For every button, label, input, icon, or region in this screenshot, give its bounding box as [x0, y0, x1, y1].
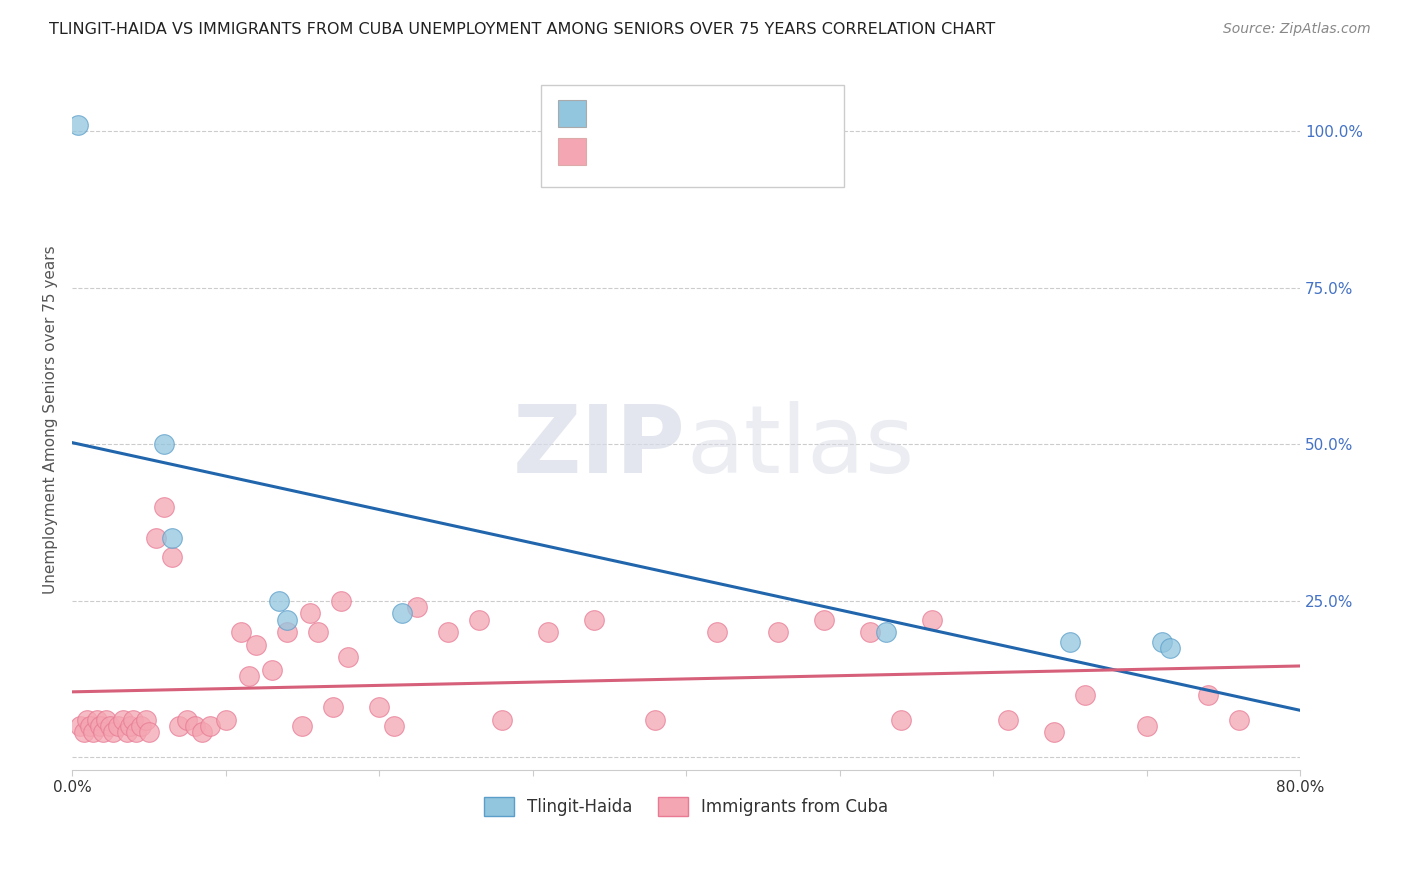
- Point: [73, 725, 96, 739]
- Text: N =: N =: [717, 143, 765, 161]
- Y-axis label: Unemployment Among Seniors over 75 years: Unemployment Among Seniors over 75 years: [44, 245, 58, 593]
- Point: [875, 625, 897, 640]
- Text: -0.244: -0.244: [643, 104, 702, 122]
- Point: [1135, 719, 1157, 733]
- Point: [145, 531, 167, 545]
- Point: [859, 625, 882, 640]
- Point: [468, 613, 491, 627]
- Point: [391, 607, 413, 621]
- Point: [176, 713, 198, 727]
- Point: [76, 713, 98, 727]
- Point: [260, 663, 283, 677]
- Point: [138, 725, 160, 739]
- Point: [245, 638, 267, 652]
- Point: [94, 713, 117, 727]
- Text: N =: N =: [717, 104, 765, 122]
- Text: -0.116: -0.116: [643, 143, 702, 161]
- Text: Source: ZipAtlas.com: Source: ZipAtlas.com: [1223, 22, 1371, 37]
- Point: [86, 713, 108, 727]
- Point: [298, 607, 321, 621]
- Point: [69, 719, 91, 733]
- Point: [107, 719, 129, 733]
- Point: [329, 594, 352, 608]
- Point: [890, 713, 912, 727]
- Point: [1059, 634, 1081, 648]
- Point: [160, 531, 183, 545]
- Point: [169, 719, 191, 733]
- Text: 61: 61: [766, 143, 789, 161]
- Point: [766, 625, 789, 640]
- Point: [644, 713, 666, 727]
- Point: [997, 713, 1019, 727]
- Point: [291, 719, 314, 733]
- Point: [491, 713, 513, 727]
- Point: [437, 625, 460, 640]
- Text: atlas: atlas: [686, 401, 914, 493]
- Point: [406, 600, 429, 615]
- Point: [198, 719, 221, 733]
- Point: [382, 719, 405, 733]
- Text: R =: R =: [598, 104, 634, 122]
- Point: [83, 725, 105, 739]
- Point: [307, 625, 329, 640]
- Point: [337, 650, 360, 665]
- Point: [103, 725, 125, 739]
- Point: [67, 118, 90, 132]
- Point: [153, 500, 176, 514]
- Point: [125, 725, 148, 739]
- Point: [79, 719, 101, 733]
- Point: [89, 719, 111, 733]
- Point: [582, 613, 605, 627]
- Point: [100, 719, 122, 733]
- Point: [368, 700, 391, 714]
- Text: 11: 11: [766, 104, 789, 122]
- Point: [537, 625, 560, 640]
- Point: [111, 713, 134, 727]
- Point: [238, 669, 260, 683]
- Point: [1150, 634, 1173, 648]
- Point: [1159, 640, 1181, 655]
- Point: [214, 713, 236, 727]
- Point: [153, 437, 176, 451]
- Point: [160, 549, 183, 564]
- Point: [813, 613, 835, 627]
- Point: [135, 713, 157, 727]
- Point: [276, 613, 298, 627]
- Point: [276, 625, 298, 640]
- Point: [706, 625, 728, 640]
- Point: [191, 725, 214, 739]
- Point: [1074, 688, 1097, 702]
- Text: ZIP: ZIP: [513, 401, 686, 493]
- Point: [117, 725, 139, 739]
- Text: R =: R =: [598, 143, 634, 161]
- Point: [1227, 713, 1250, 727]
- Point: [269, 594, 291, 608]
- Point: [91, 725, 114, 739]
- Text: TLINGIT-HAIDA VS IMMIGRANTS FROM CUBA UNEMPLOYMENT AMONG SENIORS OVER 75 YEARS C: TLINGIT-HAIDA VS IMMIGRANTS FROM CUBA UN…: [49, 22, 995, 37]
- Point: [120, 719, 142, 733]
- Point: [921, 613, 943, 627]
- Point: [229, 625, 252, 640]
- Legend: Tlingit-Haida, Immigrants from Cuba: Tlingit-Haida, Immigrants from Cuba: [475, 789, 897, 825]
- Point: [1197, 688, 1219, 702]
- Point: [322, 700, 344, 714]
- Point: [1043, 725, 1066, 739]
- Point: [129, 719, 152, 733]
- Point: [184, 719, 207, 733]
- Point: [122, 713, 145, 727]
